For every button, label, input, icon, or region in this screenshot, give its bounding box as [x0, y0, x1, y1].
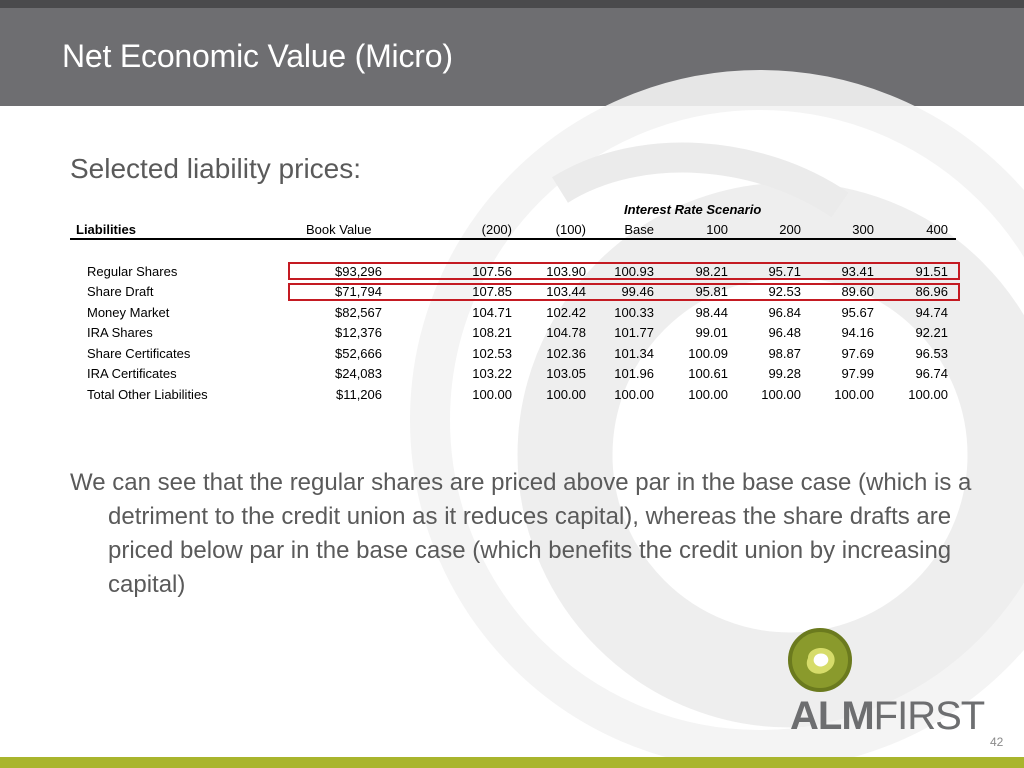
price-cell: 100.00: [834, 387, 874, 402]
highlight-box-share-draft: [288, 283, 960, 301]
price-cell: 97.69: [841, 346, 874, 361]
price-cell: 107.85: [472, 284, 512, 299]
price-cell: 97.99: [841, 366, 874, 381]
column-header-scenario: 300: [852, 222, 874, 237]
price-cell: 100.00: [761, 387, 801, 402]
logo-text-alm: ALM: [790, 694, 875, 738]
price-cell: 98.21: [695, 264, 728, 279]
price-cell: 94.74: [915, 305, 948, 320]
alm-first-logo-text: ALMFIRST: [790, 694, 986, 739]
price-cell: 95.81: [695, 284, 728, 299]
price-cell: 100.93: [614, 264, 654, 279]
logo-text-first: FIRST: [873, 694, 986, 738]
column-header-scenario: Base: [624, 222, 654, 237]
price-cell: 96.74: [915, 366, 948, 381]
price-cell: 93.41: [841, 264, 874, 279]
price-cell: 104.78: [546, 325, 586, 340]
bottom-accent-bar: [0, 757, 1024, 768]
book-value-cell: $93,296: [335, 264, 382, 279]
row-label: IRA Certificates: [87, 366, 177, 381]
column-header-liabilities: Liabilities: [76, 222, 136, 237]
price-cell: 100.00: [688, 387, 728, 402]
row-label: Share Certificates: [87, 346, 191, 361]
price-cell: 100.09: [688, 346, 728, 361]
top-strip: [0, 0, 1024, 8]
price-cell: 101.96: [614, 366, 654, 381]
price-cell: 108.21: [472, 325, 512, 340]
price-cell: 100.61: [688, 366, 728, 381]
row-label: Regular Shares: [87, 264, 178, 279]
price-cell: 103.90: [546, 264, 586, 279]
price-cell: 92.21: [915, 325, 948, 340]
price-cell: 99.46: [621, 284, 654, 299]
price-cell: 98.44: [695, 305, 728, 320]
row-label: Money Market: [87, 305, 170, 320]
price-cell: 103.22: [472, 366, 512, 381]
header-rule: [70, 238, 956, 240]
price-cell: 89.60: [841, 284, 874, 299]
price-cell: 92.53: [768, 284, 801, 299]
column-header-book-value: Book Value: [306, 222, 372, 237]
price-cell: 96.48: [768, 325, 801, 340]
book-value-cell: $82,567: [335, 305, 382, 320]
price-cell: 102.42: [546, 305, 586, 320]
price-cell: 94.16: [841, 325, 874, 340]
price-cell: 104.71: [472, 305, 512, 320]
book-value-cell: $52,666: [335, 346, 382, 361]
price-cell: 98.87: [768, 346, 801, 361]
scenario-header: Interest Rate Scenario: [624, 202, 762, 217]
price-cell: 99.01: [695, 325, 728, 340]
price-cell: 100.00: [908, 387, 948, 402]
price-cell: 86.96: [915, 284, 948, 299]
highlight-box-regular-shares: [288, 262, 960, 280]
slide-title: Net Economic Value (Micro): [62, 38, 453, 74]
price-cell: 103.05: [546, 366, 586, 381]
price-cell: 107.56: [472, 264, 512, 279]
book-value-cell: $24,083: [335, 366, 382, 381]
price-cell: 100.00: [614, 387, 654, 402]
page-number: 42: [990, 735, 1004, 749]
column-header-scenario: 200: [779, 222, 801, 237]
column-header-scenario: 100: [706, 222, 728, 237]
price-cell: 100.00: [472, 387, 512, 402]
price-cell: 96.53: [915, 346, 948, 361]
price-cell: 91.51: [915, 264, 948, 279]
column-header-scenario: 400: [926, 222, 948, 237]
row-label: Share Draft: [87, 284, 154, 299]
book-value-cell: $12,376: [335, 325, 382, 340]
table-subtitle: Selected liability prices:: [70, 153, 362, 184]
price-cell: 100.00: [546, 387, 586, 402]
column-header-scenario: (100): [555, 222, 586, 237]
price-cell: 99.28: [768, 366, 801, 381]
book-value-cell: $71,794: [335, 284, 382, 299]
row-label: Total Other Liabilities: [87, 387, 208, 402]
price-cell: 101.34: [614, 346, 654, 361]
price-cell: 95.71: [768, 264, 801, 279]
price-cell: 101.77: [614, 325, 654, 340]
book-value-cell: $11,206: [335, 387, 382, 402]
price-cell: 96.84: [768, 305, 801, 320]
row-label: IRA Shares: [87, 325, 153, 340]
price-cell: 102.36: [546, 346, 586, 361]
price-cell: 102.53: [472, 346, 512, 361]
price-cell: 95.67: [841, 305, 874, 320]
price-cell: 103.44: [546, 284, 586, 299]
price-cell: 100.33: [614, 305, 654, 320]
alm-first-logo-icon: [788, 628, 852, 692]
explanation-paragraph: We can see that the regular shares are p…: [70, 469, 972, 598]
column-header-scenario: (200): [481, 222, 512, 237]
